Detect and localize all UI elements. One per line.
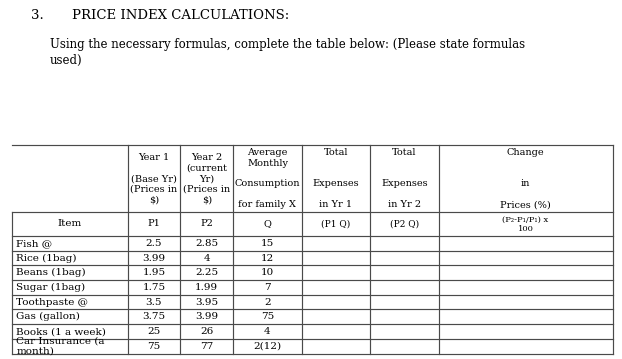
Text: 26: 26 — [200, 327, 213, 336]
Text: 1.99: 1.99 — [195, 283, 218, 292]
Text: Change


in

Prices (%): Change in Prices (%) — [500, 148, 551, 209]
Text: Total


Expenses

in Yr 1: Total Expenses in Yr 1 — [313, 148, 359, 209]
Text: Using the necessary formulas, complete the table below: (Please state formulas
u: Using the necessary formulas, complete t… — [50, 38, 525, 67]
Text: 4: 4 — [203, 253, 210, 262]
Text: P2: P2 — [200, 219, 213, 228]
Text: 77: 77 — [200, 342, 213, 351]
Text: Toothpaste @: Toothpaste @ — [16, 298, 88, 307]
Text: Average
Monthly

Consumption

for family X: Average Monthly Consumption for family X — [234, 148, 300, 209]
Text: Fish @: Fish @ — [16, 239, 52, 248]
Text: Year 2
(current
Yr)
(Prices in
$): Year 2 (current Yr) (Prices in $) — [183, 153, 230, 204]
Text: 7: 7 — [264, 283, 271, 292]
Text: 3.75: 3.75 — [142, 312, 165, 321]
Text: 75: 75 — [147, 342, 160, 351]
Text: 2(12): 2(12) — [253, 342, 282, 351]
Text: 3.95: 3.95 — [195, 298, 218, 307]
Text: 25: 25 — [147, 327, 160, 336]
Text: Total


Expenses

in Yr 2: Total Expenses in Yr 2 — [381, 148, 427, 209]
Text: Books (1 a week): Books (1 a week) — [16, 327, 106, 336]
Text: Sugar (1bag): Sugar (1bag) — [16, 283, 85, 292]
Text: 3.99: 3.99 — [195, 312, 218, 321]
Text: 2.85: 2.85 — [195, 239, 218, 248]
Text: Car Insurance (a
month): Car Insurance (a month) — [16, 336, 104, 356]
Text: Rice (1bag): Rice (1bag) — [16, 253, 77, 262]
Text: Year 1

(Base Yr)
(Prices in
$): Year 1 (Base Yr) (Prices in $) — [131, 153, 177, 204]
Text: Beans (1bag): Beans (1bag) — [16, 268, 86, 277]
Text: 12: 12 — [261, 253, 274, 262]
Text: Item: Item — [58, 219, 82, 228]
Text: 1.95: 1.95 — [142, 268, 165, 277]
Text: (P2 Q): (P2 Q) — [390, 219, 419, 228]
Text: 3.5: 3.5 — [146, 298, 162, 307]
Text: 2: 2 — [264, 298, 271, 307]
Text: 3.99: 3.99 — [142, 253, 165, 262]
Text: 15: 15 — [261, 239, 274, 248]
Text: 75: 75 — [261, 312, 274, 321]
Text: P1: P1 — [147, 219, 160, 228]
Text: 1.75: 1.75 — [142, 283, 165, 292]
Text: Gas (gallon): Gas (gallon) — [16, 312, 80, 321]
Text: 3.: 3. — [31, 9, 44, 22]
Text: 4: 4 — [264, 327, 271, 336]
Text: Q: Q — [264, 219, 271, 228]
Text: 10: 10 — [261, 268, 274, 277]
Text: 2.5: 2.5 — [146, 239, 162, 248]
Text: PRICE INDEX CALCULATIONS:: PRICE INDEX CALCULATIONS: — [72, 9, 289, 22]
Text: (P1 Q): (P1 Q) — [321, 219, 351, 228]
Text: (P₂-P₁/P₁) x
100: (P₂-P₁/P₁) x 100 — [503, 215, 549, 233]
Text: 2.25: 2.25 — [195, 268, 218, 277]
